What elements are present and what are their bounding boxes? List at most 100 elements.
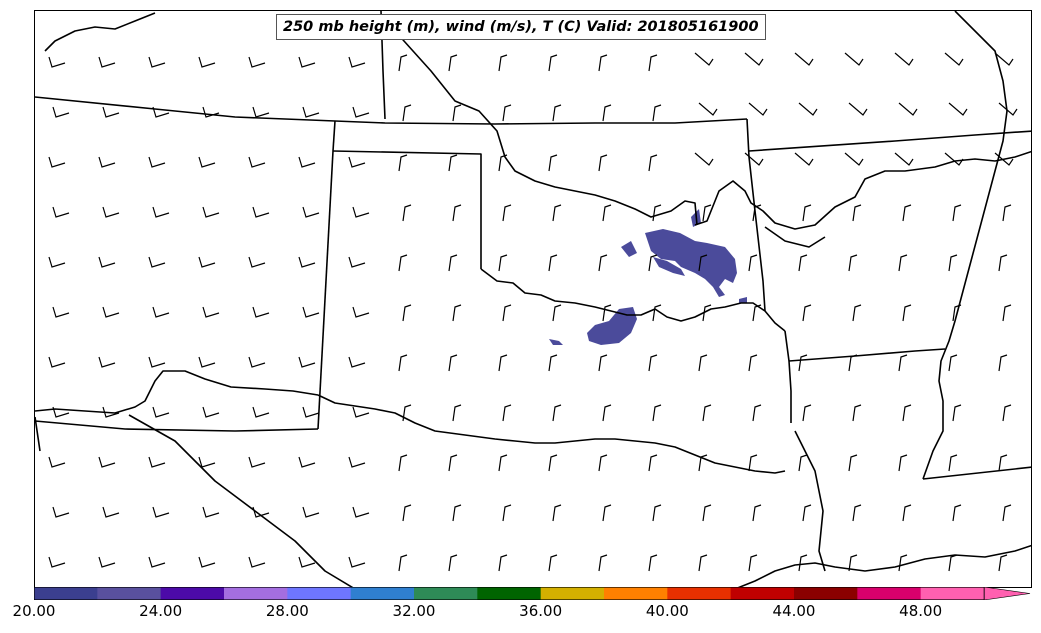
wind-barb xyxy=(652,404,662,422)
wind-barb xyxy=(452,304,462,322)
wind-barb xyxy=(152,406,170,418)
wind-barb xyxy=(298,56,316,68)
colorbar-segment xyxy=(730,587,795,600)
wind-barb xyxy=(148,556,166,568)
wind-barb xyxy=(48,356,66,368)
wind-barb xyxy=(552,204,562,222)
wind-barb xyxy=(348,56,366,68)
wind-barb xyxy=(894,52,914,66)
wind-barb xyxy=(348,456,366,468)
wind-barb xyxy=(1002,304,1012,322)
wind-barb xyxy=(52,306,70,318)
wind-barb xyxy=(298,156,316,168)
wind-barb xyxy=(98,456,116,468)
wind-barb xyxy=(302,306,320,318)
wind-barb xyxy=(744,52,764,66)
wind-barb xyxy=(802,504,812,522)
wind-barbs xyxy=(48,52,1018,572)
wind-barb xyxy=(448,454,458,472)
wind-barb xyxy=(798,354,808,372)
wind-barb xyxy=(202,206,220,218)
wind-barb xyxy=(652,304,662,322)
wind-barb xyxy=(902,404,912,422)
wind-barb xyxy=(248,356,266,368)
colorbar-segment xyxy=(794,587,858,600)
wind-barb xyxy=(148,56,166,68)
wind-barb xyxy=(352,406,370,418)
wind-barb xyxy=(848,254,858,272)
wind-barb xyxy=(548,354,558,372)
colorbar-tick-label: 20.00 xyxy=(12,602,56,620)
wind-barb xyxy=(648,454,658,472)
wind-barb xyxy=(548,154,558,172)
wind-barb xyxy=(648,154,658,172)
wind-barb xyxy=(102,206,120,218)
wind-barb xyxy=(952,304,962,322)
wind-barb xyxy=(794,52,814,66)
wind-barb xyxy=(398,554,408,572)
wind-barb xyxy=(552,304,562,322)
wind-barb xyxy=(352,506,370,518)
wind-barb xyxy=(102,106,120,118)
wind-barb xyxy=(252,406,270,418)
wind-barb xyxy=(352,206,370,218)
wind-barb xyxy=(798,454,808,472)
wind-barb xyxy=(198,256,216,268)
wind-barb xyxy=(152,106,170,118)
wind-barb xyxy=(652,504,662,522)
wind-barb xyxy=(202,506,220,518)
colorbar-segment xyxy=(224,587,288,600)
colorbar-tick-label: 24.00 xyxy=(139,602,183,620)
wind-barb xyxy=(498,354,508,372)
wind-barb xyxy=(852,204,862,222)
wind-barb xyxy=(52,206,70,218)
wind-barb xyxy=(502,204,512,222)
wind-barb xyxy=(352,106,370,118)
wind-barb xyxy=(802,404,812,422)
wind-barb xyxy=(348,556,366,568)
colorbar-tick-label: 48.00 xyxy=(899,602,943,620)
wind-barb xyxy=(398,254,408,272)
wind-barb xyxy=(502,404,512,422)
wind-barb xyxy=(552,504,562,522)
colorbar-segment xyxy=(414,587,478,600)
wind-barb xyxy=(998,102,1018,116)
wind-barb xyxy=(452,204,462,222)
wind-barb xyxy=(998,254,1008,272)
wind-barb xyxy=(352,306,370,318)
wind-barb xyxy=(198,156,216,168)
colorbar-segment xyxy=(97,587,162,600)
wind-barb xyxy=(698,102,718,116)
wind-barb xyxy=(648,554,658,572)
wind-barb xyxy=(398,54,408,72)
wind-barb xyxy=(948,354,958,372)
wind-barb xyxy=(702,404,712,422)
wind-barb xyxy=(944,152,964,166)
wind-barb xyxy=(402,304,412,322)
wind-barb xyxy=(552,404,562,422)
wind-barb xyxy=(698,454,708,472)
wind-barb xyxy=(748,102,768,116)
state-borders xyxy=(35,11,1031,587)
wind-barb xyxy=(402,504,412,522)
wind-barb xyxy=(1002,404,1012,422)
wind-barb xyxy=(902,204,912,222)
wind-barb xyxy=(798,254,808,272)
wind-barb xyxy=(1002,504,1012,522)
wind-barb xyxy=(752,204,762,222)
wind-barb xyxy=(848,354,858,372)
wind-barb xyxy=(52,106,70,118)
wind-barb xyxy=(702,304,712,322)
wind-barb xyxy=(402,404,412,422)
colorbar-segment xyxy=(857,587,922,600)
wind-barb xyxy=(602,404,612,422)
wind-barb xyxy=(944,52,964,66)
wind-barb xyxy=(252,306,270,318)
wind-barb xyxy=(102,306,120,318)
wind-barb xyxy=(248,456,266,468)
wind-barb xyxy=(248,56,266,68)
wind-barb xyxy=(198,556,216,568)
temperature-shading xyxy=(549,209,747,345)
wind-barb xyxy=(98,356,116,368)
wind-barb xyxy=(998,354,1008,372)
